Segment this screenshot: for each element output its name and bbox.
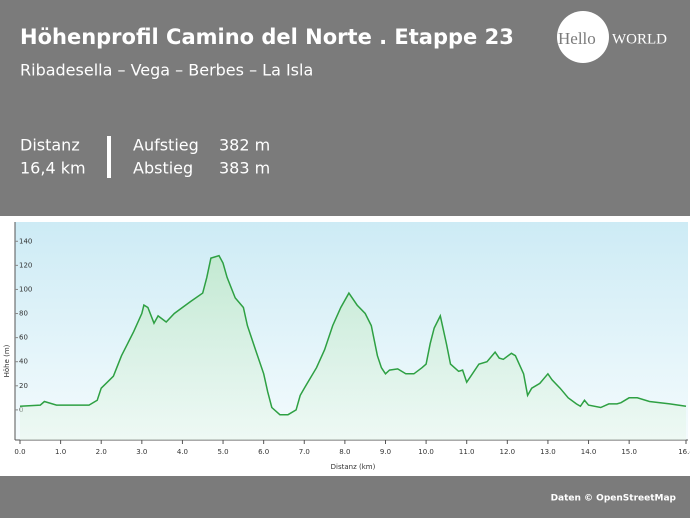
x-tick-label: 15.0 [621,448,637,456]
x-tick-label: 4.0 [177,448,188,456]
stat-value: 383 m [219,159,270,178]
stat-label: Aufstieg [133,136,199,155]
x-tick-label: 1.0 [55,448,66,456]
x-tick-label: 14.0 [581,448,597,456]
x-tick-label: 12.0 [500,448,516,456]
y-tick-label: 120 [19,261,32,269]
logo-text: Hello [558,29,596,48]
stat-label: Abstieg [133,159,193,178]
x-tick-label: 5.0 [217,448,228,456]
x-tick-label: 10.0 [418,448,434,456]
elevation-line [19,254,687,416]
y-tick-label: 100 [19,285,32,293]
y-tick-label: 140 [19,237,32,245]
y-tick-label: 20 [19,382,28,390]
x-tick-label: 8.0 [339,448,350,456]
title: Höhenprofil Camino del Norte . Etappe 23 [20,25,514,49]
x-tick-label: 16.4 [678,448,690,456]
subtitle: Ribadesella – Vega – Berbes – La Isla [20,61,313,80]
x-tick-label: 6.0 [258,448,269,456]
x-tick-label: 7.0 [299,448,310,456]
x-tick-label: 13.0 [540,448,556,456]
stat-value: 16,4 km [20,159,86,178]
x-tick-label: 11.0 [459,448,475,456]
source: Daten © OpenStreetMap [551,494,677,504]
x-tick-label: 2.0 [96,448,107,456]
elevation-area [20,255,686,440]
y-tick-label: 80 [19,310,28,318]
logo-text: WORLD [612,31,667,47]
y-tick-label: 40 [19,358,28,366]
x-axis-label: Distanz (km) [331,463,376,471]
y-axis-label: Höhe (m) [3,344,11,377]
y-tick-label: 60 [19,334,28,342]
x-tick-label: 0.0 [14,448,25,456]
x-tick-label: 3.0 [136,448,147,456]
stat-value: 382 m [219,136,270,155]
x-tick-label: 9.0 [380,448,391,456]
logo-circle [557,11,609,63]
stat-label: Distanz [20,136,80,155]
divider [107,136,111,178]
